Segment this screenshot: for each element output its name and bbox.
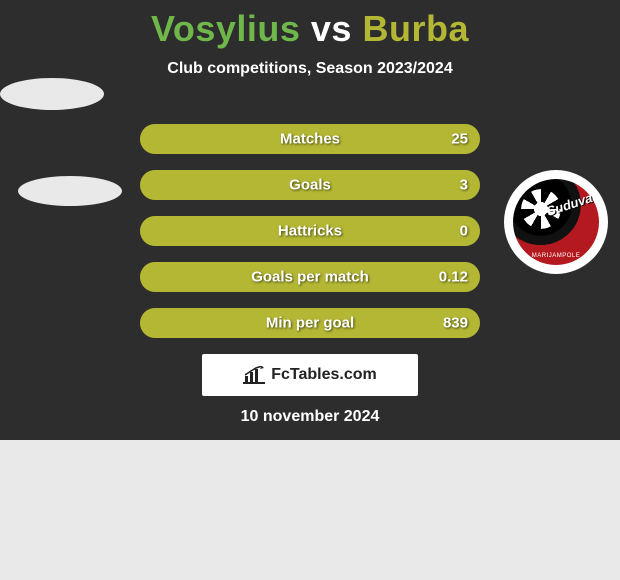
bar-goals-per-match: Goals per match 0.12 (140, 262, 480, 292)
bar-hattricks: Hattricks 0 (140, 216, 480, 246)
brand-link[interactable]: FcTables.com (202, 354, 418, 396)
title-vs: vs (311, 8, 352, 49)
chart-icon (243, 366, 265, 384)
page-title: Vosylius vs Burba (0, 0, 620, 50)
bar-value: 0 (460, 223, 468, 240)
title-left: Vosylius (151, 8, 300, 49)
bar-label: Matches (280, 131, 340, 148)
bar-label: Min per goal (266, 315, 354, 332)
brand-text: FcTables.com (271, 366, 377, 384)
comparison-panel: Vosylius vs Burba Club competitions, Sea… (0, 0, 620, 440)
date-text: 10 november 2024 (0, 408, 620, 426)
bar-label: Hattricks (278, 223, 342, 240)
bar-value: 839 (443, 315, 468, 332)
club-right-name: Suduva (545, 190, 594, 219)
bar-matches: Matches 25 (140, 124, 480, 154)
bar-goals: Goals 3 (140, 170, 480, 200)
player-left-placeholder-2 (18, 176, 122, 206)
bar-value: 3 (460, 177, 468, 194)
title-right: Burba (362, 8, 469, 49)
bar-value: 25 (451, 131, 468, 148)
subtitle: Club competitions, Season 2023/2024 (0, 60, 620, 78)
bar-min-per-goal: Min per goal 839 (140, 308, 480, 338)
bar-value: 0.12 (439, 269, 468, 286)
bar-label: Goals per match (251, 269, 369, 286)
suduva-logo: Suduva MARIJAMPOLE (513, 179, 599, 265)
club-right-sub: MARIJAMPOLE (532, 253, 581, 259)
club-right-badge: Suduva MARIJAMPOLE (504, 170, 608, 274)
bar-label: Goals (289, 177, 331, 194)
player-left-placeholder-1 (0, 78, 104, 110)
stats-bars: Matches 25 Goals 3 Hattricks 0 Goals per… (140, 124, 480, 354)
